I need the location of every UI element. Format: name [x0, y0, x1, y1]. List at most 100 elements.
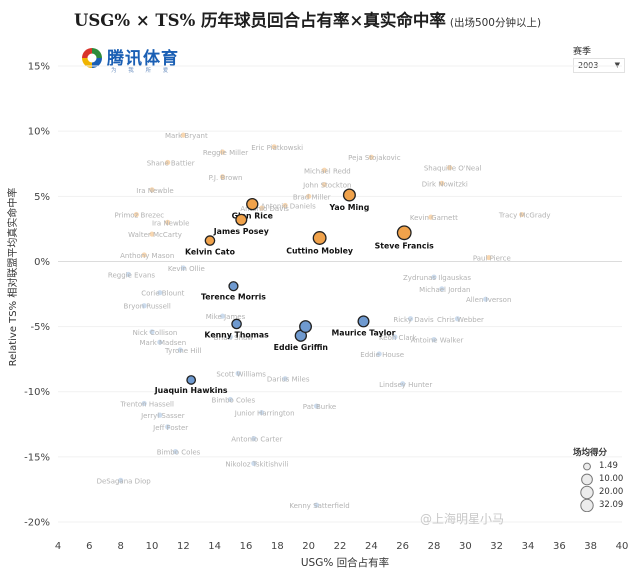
faded-player-label: Zydrunas Ilgauskas — [403, 274, 471, 282]
faded-player-label: Mike James — [206, 313, 246, 321]
faded-player-label: Tracy McGrady — [498, 212, 551, 220]
highlighted-player-point[interactable] — [299, 320, 312, 334]
x-tick-label: 24 — [365, 541, 378, 552]
highlighted-player-point[interactable] — [246, 197, 259, 211]
faded-player-label: Lindsey Hunter — [379, 381, 432, 389]
faded-player-label: Corie Blount — [141, 290, 184, 298]
y-axis-ticks: 15% 10% 5% 0% -5% -10% -15% -20% — [24, 62, 50, 529]
y-tick-label: -15% — [24, 452, 50, 463]
season-dropdown[interactable]: 2003 ▼ — [573, 58, 625, 73]
faded-player-label: Bimbo Coles — [157, 449, 201, 457]
faded-player-label: Kevin Garnett — [410, 214, 458, 222]
highlighted-player-point[interactable] — [235, 213, 248, 226]
y-tick-label: 10% — [28, 127, 50, 138]
faded-player-point — [321, 167, 327, 173]
size-legend-label: 32.09 — [599, 500, 624, 510]
faded-player-label: Michael Redd — [304, 167, 351, 175]
faded-player-point — [447, 165, 453, 171]
faded-player-point — [219, 174, 226, 180]
faded-player-label: Jeff Foster — [152, 424, 188, 432]
highlighted-player-label: Glen Rice — [232, 212, 273, 221]
highlighted-points[interactable]: Glen Rice Yao Ming James Posey Kelvin Cato C… — [154, 188, 434, 395]
faded-player-point — [180, 132, 186, 138]
faded-player-label: Darius Miles — [267, 376, 310, 384]
size-legend-circle — [583, 462, 591, 471]
faded-player-label: Chris Webber — [437, 316, 484, 324]
faded-player-label: Peja Stojakovic — [348, 154, 401, 162]
size-legend-label: 20.00 — [599, 487, 624, 497]
highlighted-player-label: Eddie Griffin — [274, 343, 328, 352]
faded-player-label: Allen Iverson — [466, 296, 511, 304]
highlighted-player-label: Kenny Thomas — [204, 331, 269, 340]
faded-player-point — [368, 154, 374, 160]
x-tick-label: 30 — [459, 541, 472, 552]
faded-player-label: DeSagana Diop — [97, 477, 152, 485]
y-tick-label: 15% — [28, 62, 50, 73]
faded-player-label: Antonio Carter — [231, 436, 282, 444]
x-axis-label: USG% 回合占有率 — [301, 556, 389, 569]
size-legend-title: 场均得分 — [573, 448, 608, 458]
faded-player-label: Shaquille O'Neal — [424, 165, 482, 173]
faded-player-point — [313, 403, 320, 409]
x-tick-label: 6 — [86, 541, 92, 552]
faded-player-point — [180, 265, 186, 271]
faded-player-label: Nick Collison — [133, 329, 178, 337]
x-tick-label: 14 — [208, 541, 221, 552]
faded-player-point — [157, 339, 163, 345]
size-legend-label: 10.00 — [599, 474, 624, 484]
faded-player-point — [251, 436, 257, 442]
x-tick-label: 8 — [117, 541, 123, 552]
tencent-logo-icon — [82, 48, 102, 68]
faded-player-label: Anthony Mason — [120, 252, 174, 260]
faded-player-label: Trenton Hassell — [119, 400, 174, 408]
faded-player-point — [219, 313, 226, 319]
highlighted-player-point[interactable] — [204, 235, 216, 246]
faded-player-label: Junior Harrington — [234, 410, 295, 418]
faded-player-point — [259, 205, 265, 211]
highlighted-player-point[interactable] — [357, 315, 370, 328]
highlighted-player-label: Kelvin Cato — [185, 247, 236, 256]
size-legend-label: 1.49 — [599, 461, 618, 471]
faded-player-point — [439, 286, 445, 292]
faded-player-point — [483, 296, 489, 302]
size-legend: 场均得分 1.49 10.00 20.00 32.09 — [573, 446, 635, 512]
logo-text: 腾讯体育 — [107, 49, 179, 69]
faded-player-label: Reggie Evans — [108, 271, 156, 279]
gridlines — [58, 65, 622, 523]
faded-player-label: Ira Newble — [152, 219, 189, 227]
highlighted-player-label: Steve Francis — [375, 242, 434, 251]
highlighted-player-label: James Posey — [213, 227, 269, 236]
faded-player-point — [227, 396, 233, 403]
highlighted-player-point[interactable] — [396, 225, 412, 241]
faded-player-point — [306, 193, 312, 199]
highlighted-player-point[interactable] — [228, 281, 239, 292]
size-legend-circle — [581, 473, 593, 486]
faded-player-label: Antonio Davis — [240, 205, 289, 213]
size-legend-item: 10.00 — [573, 473, 635, 486]
highlighted-player-point[interactable] — [342, 188, 356, 202]
x-tick-label: 26 — [396, 541, 409, 552]
faded-player-point — [431, 337, 437, 343]
highlighted-player-point[interactable] — [231, 318, 242, 330]
y-tick-label: 0% — [34, 257, 50, 268]
x-tick-label: 18 — [271, 541, 284, 552]
y-tick-label: 5% — [34, 192, 50, 203]
x-tick-label: 20 — [302, 541, 315, 552]
x-tick-label: 16 — [240, 541, 253, 552]
faded-player-label: Pat Burke — [303, 403, 336, 411]
x-tick-label: 4 — [55, 541, 61, 552]
faded-player-point — [141, 400, 147, 407]
highlighted-player-point[interactable] — [312, 231, 327, 245]
logo-subtext: 为 我 所 爱 — [111, 68, 174, 74]
highlighted-player-label: Maurice Taylor — [331, 329, 395, 338]
faded-player-point — [219, 149, 226, 155]
faded-player-label: Brad Miller — [293, 193, 331, 201]
y-axis-label: Relative TS% 相对联盟平均真实命中率 — [6, 188, 19, 367]
faded-player-point — [149, 231, 155, 237]
faded-player-point — [259, 409, 265, 416]
x-tick-label: 34 — [522, 541, 535, 552]
highlighted-player-point[interactable] — [186, 375, 197, 385]
size-legend-item: 20.00 — [573, 486, 635, 499]
caret-down-icon: ▼ — [614, 61, 620, 69]
